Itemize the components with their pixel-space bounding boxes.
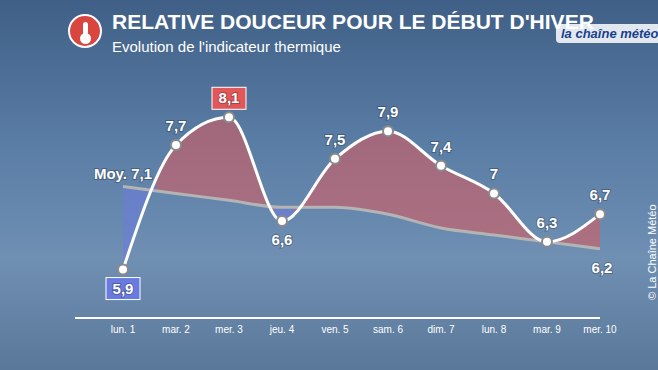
svg-text:6,3: 6,3	[537, 214, 558, 231]
svg-text:ven. 5: ven. 5	[321, 324, 349, 335]
html-text:la chaîne météo: la chaîne météo	[561, 26, 658, 41]
html-text:© La Chaîne Météo: © La Chaîne Météo	[646, 204, 658, 300]
svg-text:7,9: 7,9	[378, 103, 399, 120]
svg-text:sam. 6: sam. 6	[373, 324, 403, 335]
svg-text:jeu. 4: jeu. 4	[269, 324, 295, 335]
svg-text:6,2: 6,2	[592, 259, 613, 276]
svg-text:5,9: 5,9	[113, 280, 134, 297]
svg-text:mar. 2: mar. 2	[162, 324, 190, 335]
svg-text:7,7: 7,7	[166, 117, 187, 134]
svg-text:lun. 1: lun. 1	[111, 324, 136, 335]
svg-text:mar. 9: mar. 9	[533, 324, 561, 335]
html-text:Evolution de l'indicateur ther: Evolution de l'indicateur thermique	[112, 38, 341, 55]
svg-text:mer. 3: mer. 3	[215, 324, 243, 335]
svg-text:lun. 8: lun. 8	[482, 324, 507, 335]
svg-text:7,4: 7,4	[431, 138, 453, 155]
svg-text:6,6: 6,6	[272, 231, 293, 248]
svg-text:8,1: 8,1	[219, 89, 240, 106]
svg-text:7: 7	[490, 165, 498, 182]
svg-text:7,5: 7,5	[325, 131, 346, 148]
html-text:RELATIVE DOUCEUR POUR LE DÉBUT: RELATIVE DOUCEUR POUR LE DÉBUT D'HIVER	[112, 10, 594, 33]
svg-text:Moy. 7,1: Moy. 7,1	[94, 165, 152, 182]
svg-text:6,7: 6,7	[590, 186, 611, 203]
svg-text:mer. 10: mer. 10	[583, 324, 617, 335]
svg-text:dim. 7: dim. 7	[427, 324, 455, 335]
